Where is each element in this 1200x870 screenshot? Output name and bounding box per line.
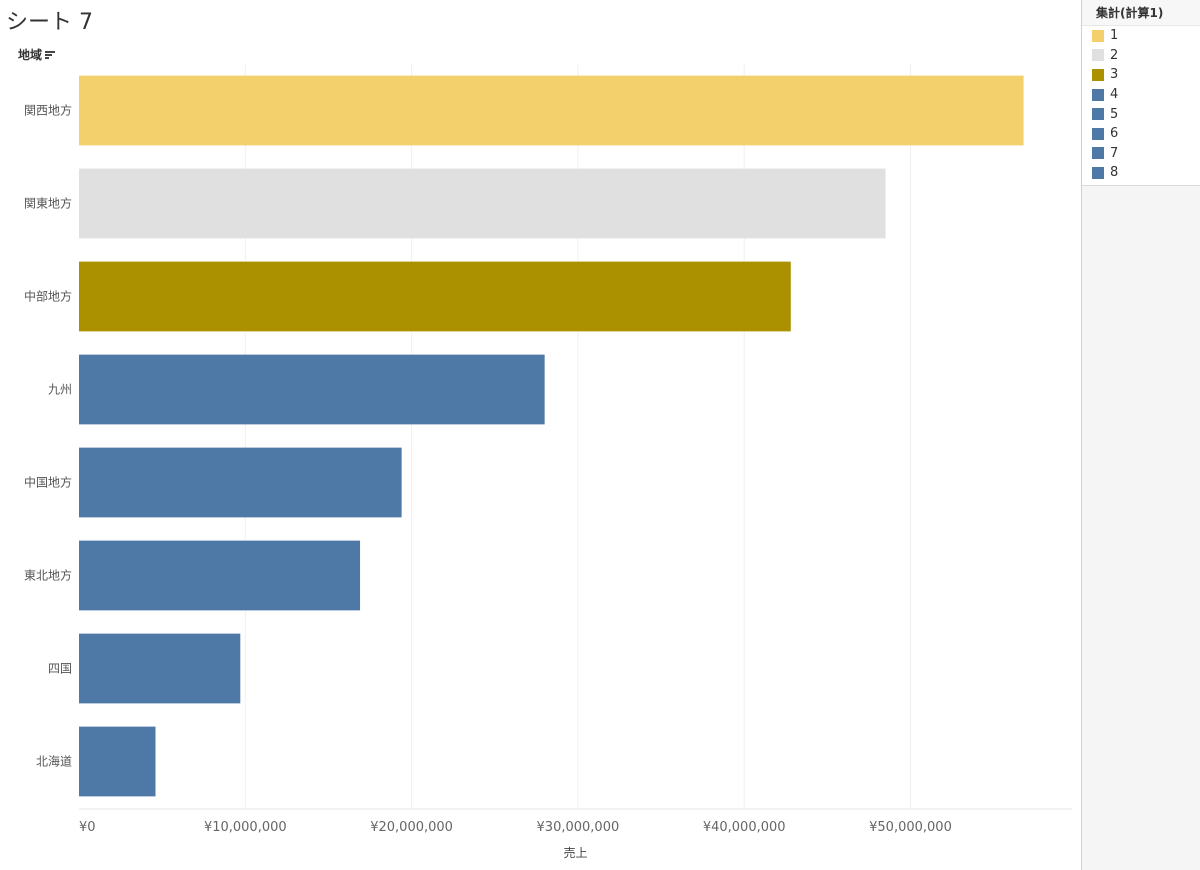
legend-swatch — [1092, 29, 1104, 42]
legend-label: 6 — [1110, 126, 1119, 142]
legend-label: 4 — [1110, 87, 1119, 103]
category-label-4: 九州 — [48, 383, 72, 397]
x-tick-label-1: ¥10,000,000 — [204, 820, 287, 835]
legend-item-8[interactable]: 8 — [1082, 163, 1200, 183]
legend-swatch — [1092, 68, 1104, 81]
legend-item-6[interactable]: 6 — [1082, 124, 1200, 144]
legend-swatch — [1092, 127, 1104, 140]
legend-label: 7 — [1110, 145, 1119, 161]
sort-descending-icon[interactable] — [45, 50, 56, 59]
bar-1[interactable] — [79, 75, 1024, 146]
legend-title[interactable]: 集計(計算1) — [1082, 0, 1200, 26]
legend-item-7[interactable]: 7 — [1082, 144, 1200, 164]
legend-item-3[interactable]: 3 — [1082, 65, 1200, 85]
bar-2[interactable] — [79, 168, 886, 239]
legend-swatch — [1092, 147, 1104, 160]
x-axis-label: 売上 — [563, 845, 587, 860]
legend-item-2[interactable]: 2 — [1082, 46, 1200, 66]
legend-label: 1 — [1110, 28, 1119, 44]
row-header-label: 地域 — [18, 48, 43, 62]
bar-7[interactable] — [79, 633, 241, 704]
category-label-1: 関西地方 — [24, 103, 72, 118]
legend-swatch — [1092, 49, 1104, 62]
category-label-2: 関東地方 — [24, 196, 72, 211]
bar-3[interactable] — [79, 261, 791, 332]
bar-8[interactable] — [79, 726, 156, 797]
x-tick-label-0: ¥0 — [79, 820, 96, 835]
legend-swatch — [1092, 108, 1104, 121]
legend-items: 1 2 3 4 5 6 7 8 — [1082, 26, 1200, 183]
legend-item-5[interactable]: 5 — [1082, 104, 1200, 124]
sheet-title: シート 7 — [6, 10, 93, 35]
bar-5[interactable] — [79, 447, 402, 518]
x-tick-label-5: ¥50,000,000 — [869, 820, 952, 835]
category-label-6: 東北地方 — [24, 568, 72, 583]
bar-6[interactable] — [79, 540, 361, 611]
color-legend: 集計(計算1) 1 2 3 4 5 6 7 8 — [1082, 0, 1200, 186]
x-tick-label-2: ¥20,000,000 — [370, 820, 453, 835]
row-header[interactable]: 地域 — [18, 46, 56, 63]
x-tick-label-4: ¥40,000,000 — [703, 820, 786, 835]
category-label-8: 北海道 — [36, 754, 72, 769]
legend-pane: 集計(計算1) 1 2 3 4 5 6 7 8 — [1081, 0, 1200, 870]
legend-swatch — [1092, 166, 1104, 179]
legend-label: 5 — [1110, 106, 1119, 122]
bar-4[interactable] — [79, 354, 545, 425]
legend-label: 8 — [1110, 165, 1119, 181]
legend-label: 2 — [1110, 47, 1119, 63]
legend-label: 3 — [1110, 67, 1119, 83]
x-tick-label-3: ¥30,000,000 — [537, 820, 620, 835]
legend-item-4[interactable]: 4 — [1082, 85, 1200, 105]
category-label-7: 四国 — [48, 662, 72, 676]
category-label-3: 中部地方 — [24, 289, 72, 304]
category-label-5: 中国地方 — [24, 475, 72, 490]
legend-swatch — [1092, 88, 1104, 101]
legend-item-1[interactable]: 1 — [1082, 26, 1200, 46]
